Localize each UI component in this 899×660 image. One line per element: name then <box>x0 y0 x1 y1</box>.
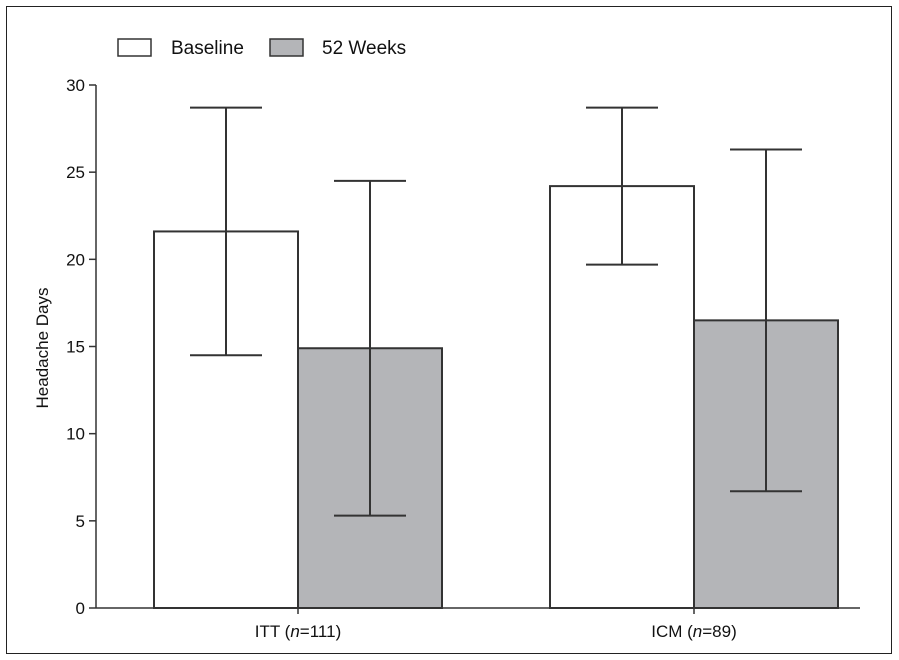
y-tick-label: 20 <box>66 250 85 269</box>
y-tick-label: 0 <box>76 599 85 618</box>
legend-label-baseline: Baseline <box>171 38 244 59</box>
x-tick-label: ICM (n=89) <box>651 622 737 641</box>
y-tick-label: 15 <box>66 338 85 357</box>
y-axis-label: Headache Days <box>33 288 52 409</box>
y-tick-label: 5 <box>76 512 85 531</box>
legend-swatch-52-weeks <box>269 38 304 57</box>
x-tick-label: ITT (n=111) <box>255 622 341 641</box>
x-tick-labels: ITT (n=111) ICM (n=89) <box>255 608 737 641</box>
y-tick-label: 10 <box>66 425 85 444</box>
y-tick-label: 30 <box>66 76 85 95</box>
error-bars <box>190 106 802 517</box>
legend-label-52-weeks: 52 Weeks <box>322 38 406 59</box>
y-ticks: 0 5 10 15 20 25 30 <box>66 76 96 618</box>
legend-swatch-baseline <box>117 38 152 57</box>
y-tick-label: 25 <box>66 163 85 182</box>
bars <box>153 185 839 609</box>
legend: Baseline 52 Weeks <box>117 38 406 59</box>
